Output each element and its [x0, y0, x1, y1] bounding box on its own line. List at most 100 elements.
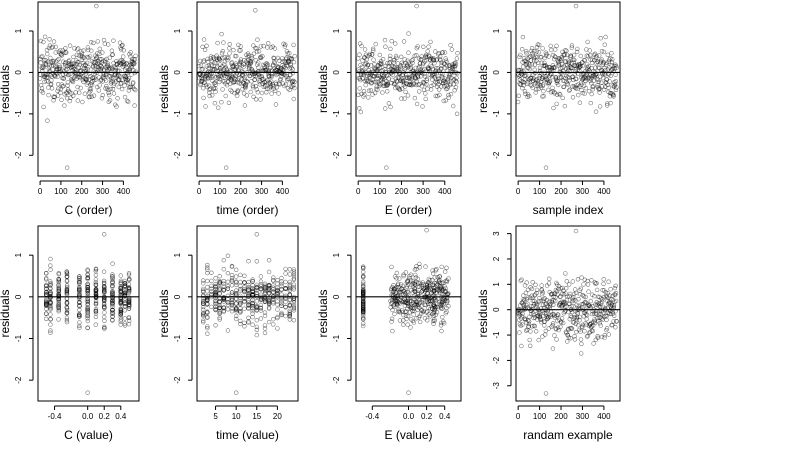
data-point [439, 328, 444, 334]
data-point [55, 93, 61, 98]
data-point [102, 58, 108, 63]
x-tick-label: 200 [554, 412, 568, 421]
data-point [375, 87, 380, 92]
data-point [276, 91, 281, 96]
data-point [269, 91, 274, 96]
data-point [582, 329, 587, 334]
data-point [420, 70, 425, 76]
data-point [110, 52, 115, 58]
data-point [239, 81, 244, 87]
data-point [106, 92, 112, 98]
data-point [220, 55, 225, 61]
data-point [597, 86, 602, 91]
data-point [519, 69, 525, 74]
data-point [101, 314, 107, 320]
data-point [291, 269, 297, 274]
data-point [255, 37, 260, 42]
data-point [436, 82, 441, 87]
data-point [599, 48, 605, 54]
x-tick-label: 400 [438, 187, 452, 196]
data-point [110, 302, 115, 308]
data-point [586, 88, 592, 94]
data-point [102, 318, 107, 323]
data-point [254, 287, 259, 293]
data-point [133, 69, 138, 74]
data-point [289, 65, 294, 71]
x-tick-label: 100 [213, 187, 227, 196]
data-point [117, 40, 123, 45]
data-point [254, 299, 259, 304]
data-point [254, 49, 260, 54]
data-point [380, 56, 386, 62]
data-point [110, 317, 115, 323]
data-point [424, 76, 430, 82]
data-point [133, 87, 138, 93]
data-point [238, 308, 243, 314]
data-point [287, 284, 292, 289]
data-point [448, 91, 454, 97]
data-point [366, 95, 371, 100]
data-point [287, 279, 292, 285]
data-point [279, 298, 284, 303]
data-point [419, 56, 424, 62]
data-point [519, 46, 525, 52]
data-point [566, 59, 572, 65]
data-point [607, 57, 612, 62]
data-point [221, 308, 227, 313]
data-point [591, 78, 596, 84]
data-point [564, 339, 570, 344]
data-point [97, 83, 102, 88]
data-point [48, 300, 53, 306]
data-point [201, 310, 206, 316]
data-point [234, 306, 239, 311]
data-point [562, 78, 567, 84]
data-point [569, 43, 575, 48]
data-point [87, 54, 93, 59]
data-point [284, 74, 289, 79]
data-point [225, 328, 231, 333]
y-axis: -2 -1 0 1 [173, 252, 193, 384]
y-tick-label: -1 [492, 110, 501, 118]
data-point [89, 82, 95, 87]
data-point [56, 56, 61, 62]
data-point [57, 64, 62, 70]
y-tick-label: 1 [14, 28, 23, 33]
data-point [198, 63, 204, 68]
data-point [529, 48, 534, 54]
data-point [421, 44, 426, 49]
data-point [399, 96, 404, 101]
data-point [611, 94, 616, 99]
data-point [558, 324, 563, 330]
y-axis: -3 -2 -1 0 1 2 3 [492, 231, 512, 389]
data-point [412, 53, 417, 58]
data-point [221, 267, 227, 272]
data-point [258, 279, 264, 284]
data-point [236, 67, 241, 72]
data-point [197, 58, 203, 64]
data-point [108, 86, 113, 92]
data-point [207, 93, 212, 99]
data-point [254, 232, 259, 237]
y-tick-label: 0 [173, 70, 182, 75]
data-point [40, 54, 45, 59]
data-point [287, 272, 292, 277]
data-point [359, 64, 365, 70]
data-point [242, 75, 247, 80]
data-point [93, 282, 99, 288]
data-point [200, 44, 205, 49]
data-point [56, 279, 61, 285]
y-tick-label: 1 [332, 252, 341, 257]
data-point [433, 49, 438, 54]
data-point [126, 318, 132, 323]
y-tick-label: 1 [14, 252, 23, 257]
data-point [201, 85, 206, 91]
data-point [413, 272, 418, 278]
data-point [598, 74, 603, 80]
data-point [251, 94, 256, 100]
data-point [253, 57, 258, 63]
data-point [266, 269, 272, 275]
y-tick-label: 0 [173, 294, 182, 299]
data-point [602, 333, 607, 338]
y-tick-label: -1 [332, 334, 341, 342]
